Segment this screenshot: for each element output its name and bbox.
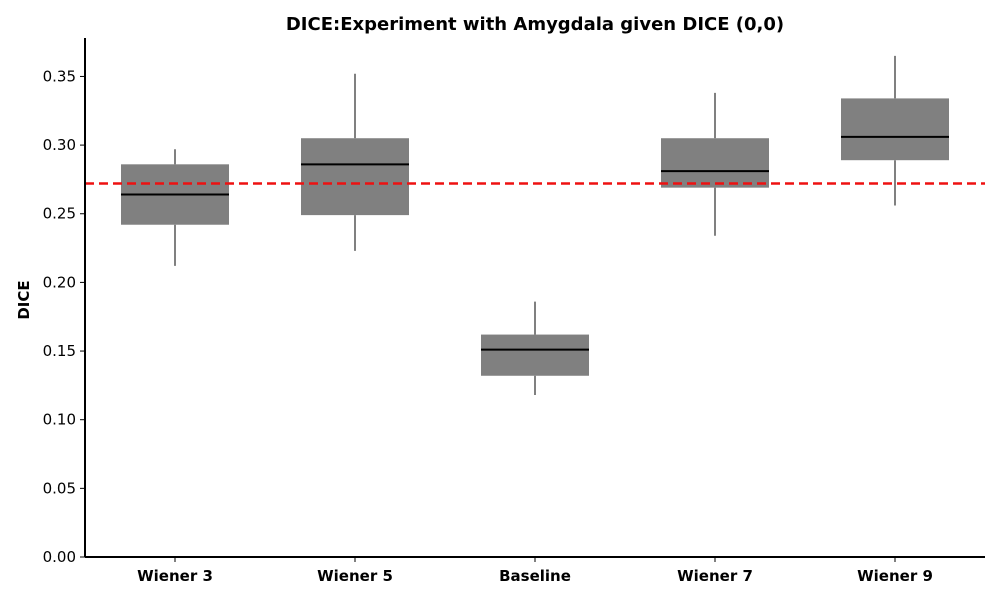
- x-tick-label: Baseline: [499, 567, 571, 585]
- chart-title: DICE:Experiment with Amygdala given DICE…: [286, 14, 784, 35]
- y-tick-label: 0.00: [43, 548, 76, 566]
- plot-area: 0.00 0.05 0.10 0.15 0.20 0.25 0.30 0.35 Wiener 3…: [43, 38, 985, 585]
- y-tick-label: 0.15: [43, 342, 76, 360]
- box: [841, 98, 949, 161]
- y-tick-label: 0.25: [43, 205, 76, 223]
- x-tick-label: Wiener 3: [137, 567, 213, 585]
- y-tick-label: 0.35: [43, 67, 76, 85]
- x-tick-label: Wiener 9: [857, 567, 933, 585]
- y-tick-label: 0.10: [43, 411, 76, 429]
- box: [301, 138, 409, 216]
- box: [481, 334, 589, 376]
- y-tick-label: 0.20: [43, 273, 76, 291]
- y-tick-label: 0.05: [43, 479, 76, 497]
- y-axis-label: DICE: [15, 280, 33, 319]
- x-tick-label: Wiener 7: [677, 567, 753, 585]
- x-tick-label: Wiener 5: [317, 567, 393, 585]
- y-tick-label: 0.30: [43, 136, 76, 154]
- box: [661, 138, 769, 188]
